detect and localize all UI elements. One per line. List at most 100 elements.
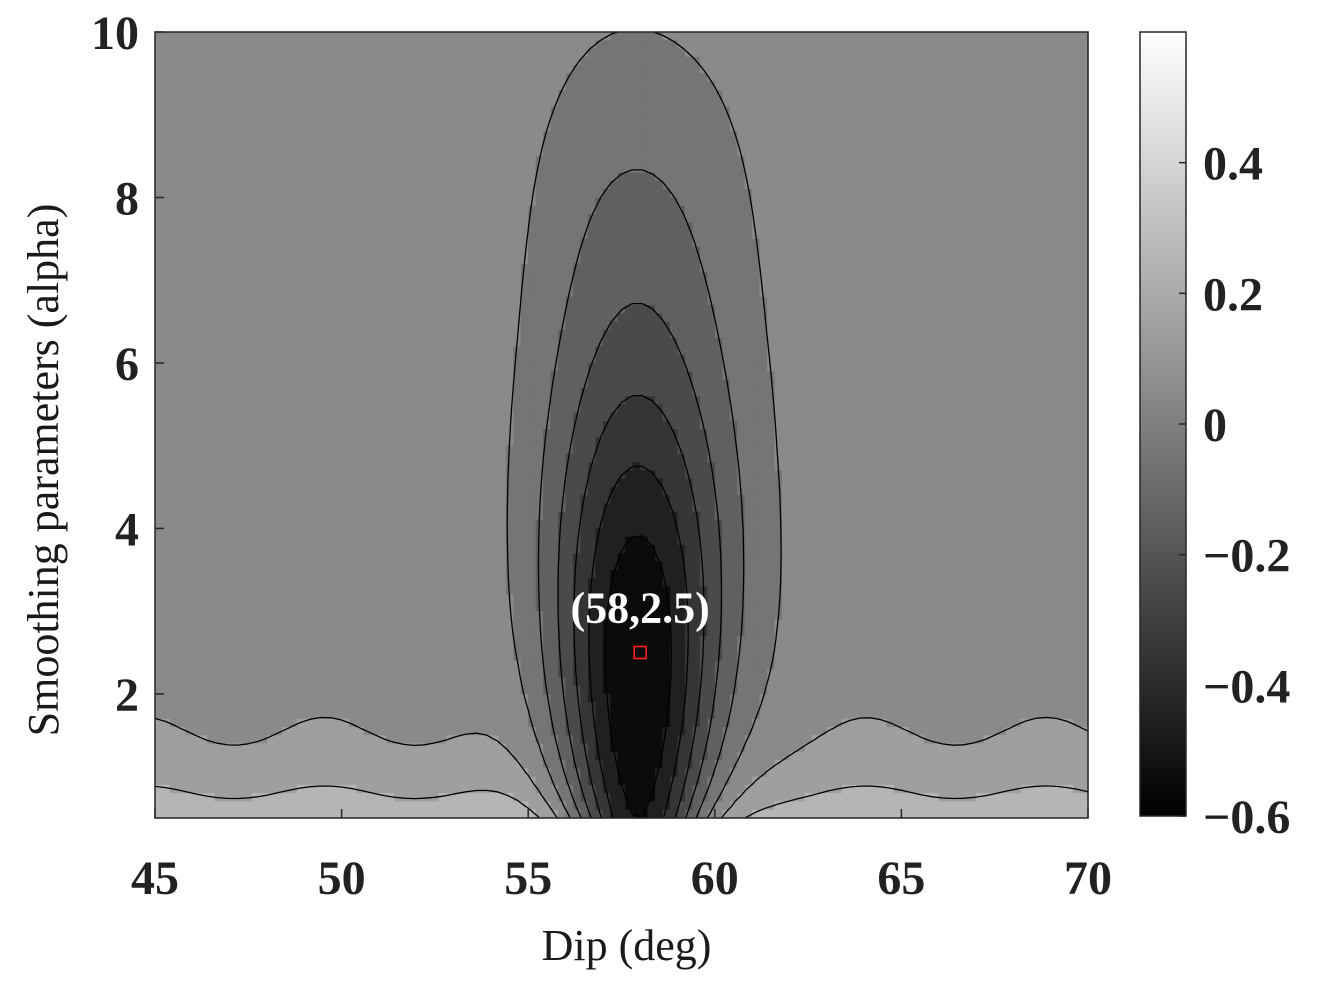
contour-cell [1073, 40, 1082, 50]
contour-cell [558, 280, 567, 290]
contour-cell [1005, 98, 1014, 108]
contour-cell [326, 222, 335, 232]
contour-cell [587, 89, 596, 99]
contour-cell [841, 32, 850, 41]
contour-cell [826, 329, 835, 339]
contour-cell [699, 56, 708, 66]
contour-cell [729, 189, 738, 199]
contour-cell [796, 247, 805, 256]
contour-cell [677, 338, 686, 347]
contour-cell [319, 321, 328, 331]
contour-cell [266, 222, 276, 232]
contour-cell [1065, 40, 1074, 50]
contour-cell [1043, 139, 1052, 149]
contour-cell [901, 89, 910, 99]
contour-cell [289, 106, 298, 116]
contour-cell [475, 338, 485, 347]
contour-cell [923, 123, 932, 132]
contour-cell [461, 247, 470, 256]
contour-cell [386, 280, 395, 290]
contour-cell [214, 98, 223, 108]
contour-cell [796, 230, 805, 240]
contour-cell [169, 230, 178, 240]
contour-cell [781, 73, 791, 83]
contour-cell [416, 197, 425, 207]
contour-cell [931, 40, 940, 50]
contour-cell [490, 197, 499, 207]
contour-cell [266, 164, 276, 174]
contour-cell [670, 65, 679, 74]
contour-cell [1050, 263, 1059, 273]
contour-cell [363, 131, 373, 141]
contour-cell [565, 156, 574, 165]
contour-cell [699, 313, 708, 323]
contour-cell [393, 197, 402, 207]
contour-cell [580, 189, 589, 199]
contour-cell [908, 338, 917, 347]
contour-cell [416, 296, 425, 306]
contour-cell [401, 205, 410, 215]
contour-cell [214, 354, 223, 364]
contour-cell [990, 106, 1000, 116]
contour-cell [1005, 147, 1014, 157]
contour-cell [259, 73, 268, 83]
contour-cell [901, 313, 910, 323]
contour-cell [946, 354, 955, 364]
contour-cell [789, 139, 798, 149]
contour-cell [998, 156, 1007, 165]
contour-cell [1043, 338, 1052, 347]
contour-cell [796, 271, 805, 281]
contour-cell [520, 296, 529, 306]
contour-cell [490, 338, 499, 347]
contour-cell [587, 172, 596, 182]
contour-cell [356, 114, 365, 124]
contour-cell [632, 354, 641, 364]
contour-cell [1035, 238, 1044, 248]
contour-cell [155, 65, 164, 74]
contour-cell [1080, 197, 1089, 207]
contour-cell [423, 180, 432, 190]
contour-cell [558, 346, 567, 356]
contour-cell [722, 354, 731, 364]
contour-cell [580, 263, 589, 273]
contour-cell [976, 313, 985, 323]
contour-cell [752, 164, 761, 174]
contour-cell [281, 56, 290, 66]
contour-cell [811, 172, 820, 182]
contour-cell [1028, 73, 1037, 83]
contour-cell [423, 214, 432, 223]
contour-cell [565, 114, 574, 124]
contour-cell [416, 98, 425, 108]
contour-cell [796, 89, 805, 99]
contour-cell [334, 81, 343, 91]
contour-cell [237, 271, 246, 281]
contour-cell [1073, 197, 1082, 207]
contour-cell [505, 81, 514, 91]
contour-cell [543, 305, 552, 314]
contour-cell [990, 172, 1000, 182]
contour-cell [513, 147, 522, 157]
contour-cell [572, 230, 582, 240]
contour-cell [901, 263, 910, 273]
contour-cell [886, 346, 895, 356]
contour-cell [505, 255, 514, 265]
contour-cell [363, 354, 373, 364]
contour-cell [707, 147, 716, 157]
contour-cell [707, 172, 716, 182]
contour-cell [1065, 73, 1074, 83]
contour-cell [349, 288, 358, 298]
contour-cell [326, 89, 335, 99]
contour-cell [662, 329, 671, 339]
contour-cell [1050, 338, 1059, 347]
contour-cell [819, 247, 828, 256]
contour-cell [871, 296, 880, 306]
contour-cell [319, 106, 328, 116]
contour-cell [416, 40, 425, 50]
contour-cell [804, 255, 813, 265]
contour-cell [244, 139, 253, 149]
contour-cell [595, 40, 604, 50]
contour-cell [692, 222, 701, 232]
contour-cell [1065, 106, 1074, 116]
contour-cell [923, 131, 932, 141]
contour-cell [155, 321, 164, 331]
